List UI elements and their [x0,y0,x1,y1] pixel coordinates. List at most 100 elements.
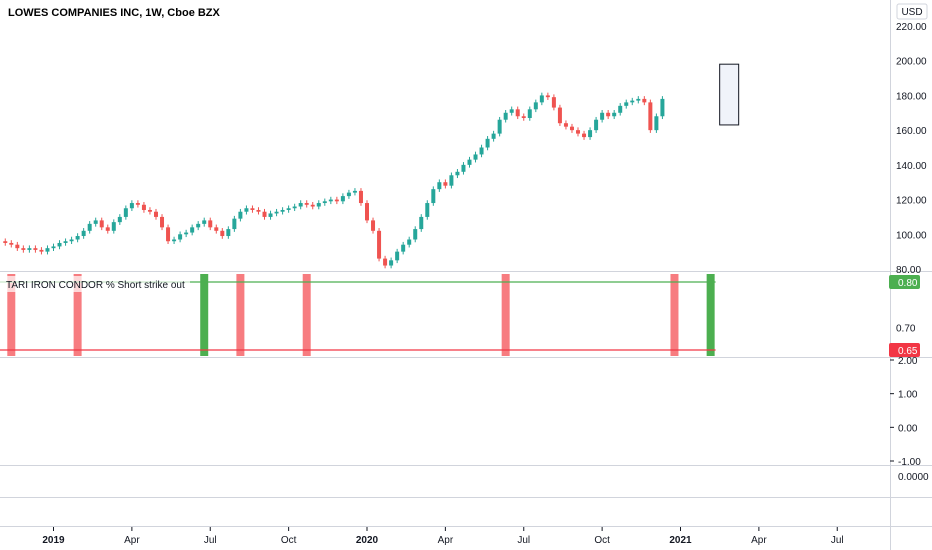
candle [630,97,635,106]
candle [545,92,550,100]
candle [111,219,116,234]
candle [298,200,303,210]
time-tick-label: Jul [204,535,217,546]
time-tick-label: Jul [831,535,844,546]
currency-label: USD [901,7,922,18]
candle [117,214,122,225]
candle [99,217,104,231]
indicator-title-bg [0,276,190,292]
candle [202,217,207,227]
candle [141,202,146,213]
candle [51,243,56,251]
candle [497,116,502,137]
time-tick-label: 2021 [669,535,692,546]
signal-bar-red [302,274,311,356]
candle [509,106,514,116]
time-tick-label: Apr [124,535,140,546]
candle [322,198,327,206]
candle [256,207,261,215]
candle [340,193,345,205]
candle [45,245,50,255]
candle [642,96,647,106]
candle [467,156,472,168]
price-tick-label: 160.00 [896,126,927,137]
candle [473,151,478,163]
candle [3,238,8,246]
candle [377,228,382,262]
candle [407,236,412,248]
price-tick-label: 80.00 [896,265,921,276]
candle [262,208,267,220]
indicator-tick-label: 0.70 [896,323,916,334]
candle [358,188,363,206]
signal-bar-red [236,274,245,356]
signal-bar-red [73,274,82,356]
candle [15,241,20,251]
signal-bars [7,274,715,356]
candle [184,229,189,238]
time-tick-label: 2019 [42,535,65,546]
indicator-lines [0,281,716,351]
lower-value-badge-text: 0.65 [898,346,918,357]
candlestick-series[interactable] [3,63,740,269]
candle [636,96,641,104]
candle [600,110,605,123]
time-tick-label: 2020 [356,535,379,546]
pane4-tick-label: 0.0000 [898,472,929,483]
candle [27,245,32,253]
candle [527,106,532,121]
candle [503,110,508,123]
candle [648,99,653,133]
candle [437,179,442,192]
candle [280,207,285,215]
candle [346,189,351,199]
candle [135,200,140,208]
candle [63,238,68,246]
candle [365,200,369,224]
candle [57,240,62,250]
candle [515,106,520,120]
candle [618,103,623,116]
candle [479,144,484,158]
candle [208,217,213,231]
candle [576,127,581,137]
oscillator-tick-label: 2.00 [898,356,918,367]
candle [431,186,436,206]
candle [123,205,128,220]
indicator-title[interactable]: TARI IRON CONDOR % Short strike out [6,280,185,291]
currency-button[interactable] [896,3,928,20]
time-tick-label: Apr [751,535,767,546]
price-axis[interactable]: 220.00 200.00 180.00 160.00 140.00 120.00 100.… [889,22,929,483]
candle [563,120,568,130]
candle [214,224,219,234]
candle [250,205,255,213]
candle [147,207,152,215]
candle [153,208,158,220]
candle [196,221,201,231]
candle [606,110,611,120]
candle [654,113,659,133]
time-axis[interactable]: 2019 Apr Jul Oct 2020 Apr Jul Oct 2021 Apr Jul [42,527,844,546]
candle [274,208,279,217]
signal-bar-green [200,274,209,356]
candle [33,245,38,253]
candle [328,196,333,205]
oscillator-tick-label: 1.00 [898,390,918,401]
candle [93,217,98,227]
candle [105,224,110,234]
candle [310,202,315,210]
candle [533,99,538,113]
candle [352,188,357,196]
candle [557,104,562,126]
candle [75,233,80,243]
oscillator-tick-label: -1.00 [898,457,921,468]
candle [539,92,544,106]
upper-value-badge [889,275,920,289]
time-tick-label: Oct [281,535,297,546]
candle [660,96,665,120]
candle [244,205,249,215]
candle [413,226,418,243]
signal-bar-green [706,274,715,356]
chart-title: LOWES COMPANIES INC, 1W, Cboe BZX [8,7,221,19]
